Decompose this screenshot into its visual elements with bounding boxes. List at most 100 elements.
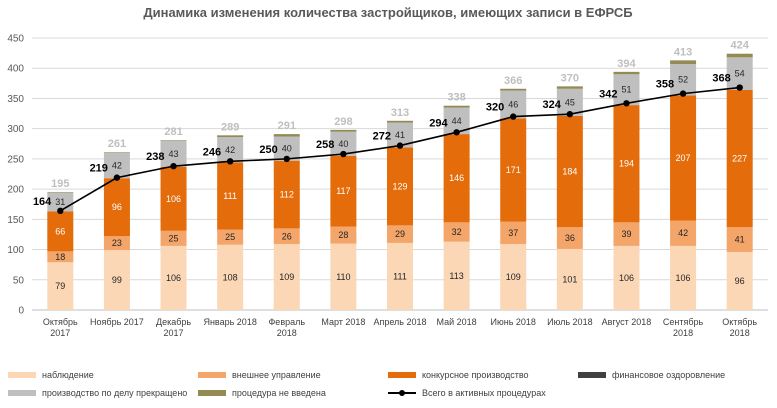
data-label: 106 [619,273,634,283]
legend-swatch [8,372,36,378]
bar-segment [273,134,300,137]
line-point [283,155,290,163]
data-label: 42 [112,161,122,171]
y-tick-label: 300 [7,124,24,135]
legend-item: процедура не введена [198,388,326,398]
bar-total-label: 281 [164,126,182,138]
data-label: 23 [112,238,122,248]
x-tick-label: Май 2018 [437,317,477,327]
data-label: 42 [225,145,235,155]
legend-item: наблюдение [8,370,94,380]
bar-segment [160,140,187,141]
data-label: 40 [338,139,348,149]
legend-item: конкурсное производство [388,370,529,380]
legend-label: производство по делу прекращено [42,388,188,398]
bar-segment [670,245,697,310]
bar-segment [613,222,640,246]
data-label: 40 [282,144,292,154]
bar-segment [443,105,470,108]
bar-segment [273,244,300,310]
line-data-label: 324 [542,99,561,111]
bar-segment [103,152,130,153]
data-label: 66 [55,226,65,236]
bar-total-label: 291 [278,120,296,132]
segment-labels: 79 18 66 31 99 23 96 42 106 25 106 43 108 25 111 42 109 2… [55,69,747,291]
bar-segment [670,95,697,221]
x-tick-label: 2018 [730,328,750,338]
data-label: 41 [735,235,745,245]
legend-swatch [388,372,416,378]
bar-total-label: 298 [334,116,352,128]
line-data-label: 320 [486,102,504,114]
data-label: 207 [676,153,691,163]
data-label: 106 [166,194,181,204]
legend-line-marker [388,389,416,397]
total-active-line: 164 219 238 246 250 258 272 294 320 324 342 358 368 [33,73,743,215]
bar-segment [103,236,130,251]
x-tick-label: Август 2018 [602,317,652,327]
legend-swatch [198,390,226,396]
bar-segment [670,60,697,64]
bar-segment [613,71,640,75]
bar-segment [670,63,697,96]
x-tick-label: Октябрь [722,317,757,327]
data-label: 25 [169,233,179,243]
line-point [566,110,574,118]
data-label: 28 [338,230,348,240]
bar-total-label: 370 [561,72,579,84]
line-data-label: 358 [656,79,674,91]
y-tick-label: 250 [7,154,24,165]
line-data-label: 258 [316,139,334,151]
bar-total-label: 261 [108,138,126,150]
data-label: 110 [336,272,350,282]
bar-total-label: 424 [731,40,750,52]
legend: наблюдение внешнее управление конкурсное п… [0,362,777,408]
y-axis: 0 50 100 150 200 250 300 350 400 450 [7,34,24,317]
x-tick-label: Июнь 2018 [491,317,536,327]
line-point [113,174,121,181]
data-label: 96 [112,202,122,212]
bar-segment [103,250,130,310]
legend-label: финансовое оздоровление [612,370,726,380]
bar-segment [500,221,527,245]
data-label: 31 [55,197,65,207]
y-tick-label: 50 [13,275,25,286]
x-tick-label: 2018 [673,328,693,338]
legend-label: внешнее управление [232,370,321,380]
line-point [453,129,460,136]
bar-segment [500,88,527,91]
bar-segment [160,140,187,167]
data-label: 51 [621,85,631,95]
line-data-label: 342 [599,88,617,100]
line-point [226,158,234,165]
legend-swatch [578,372,606,378]
bars [47,53,753,310]
data-label: 108 [223,272,238,282]
line-point [340,150,347,158]
bar-segment [613,245,640,310]
legend-item: внешнее управление [198,370,321,380]
data-label: 79 [55,281,65,291]
bar-segment [330,129,357,132]
data-label: 96 [735,276,745,286]
bar-segment [726,227,753,252]
data-label: 99 [112,275,122,285]
legend-item: Всего в активных процедурах [388,388,546,398]
x-tick-label: Март 2018 [321,317,365,327]
bar-segment [217,162,244,230]
data-label: 194 [619,159,634,169]
y-tick-label: 100 [7,245,24,256]
bar-segment [556,115,583,228]
line-point [736,84,743,91]
data-label: 41 [395,130,405,140]
x-tick-label: Июль 2018 [547,317,592,327]
line-data-label: 294 [429,117,448,129]
data-label: 106 [676,273,691,283]
bar-segment [443,222,470,242]
bar-segment [556,86,583,89]
bar-segment [726,251,753,310]
bar-segment [273,160,300,229]
bar-total-label: 394 [617,58,636,70]
bar-total-labels: 195 261 281 289 291 298 313 338 366 370 394 413 424 [51,40,750,190]
data-label: 227 [732,154,747,164]
